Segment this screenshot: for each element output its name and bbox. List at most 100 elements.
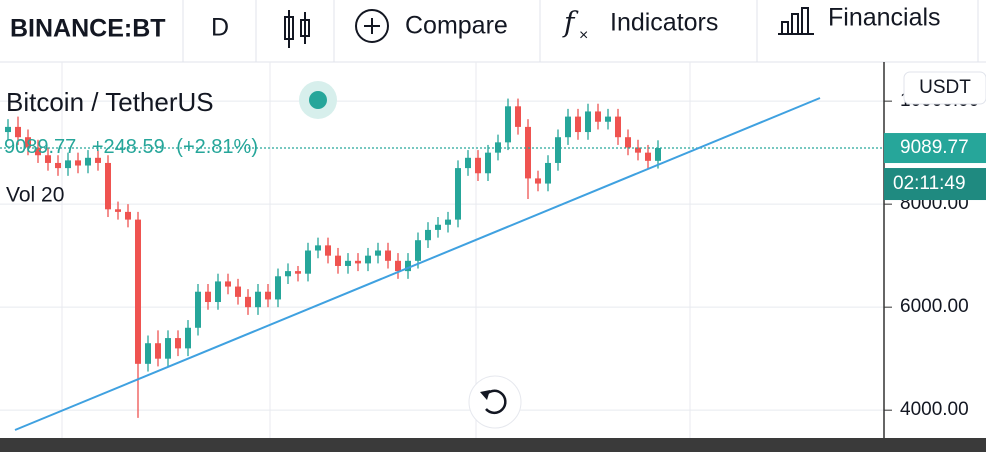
candle-body [45, 155, 51, 163]
candle-body [155, 343, 161, 359]
volume-legend: Vol 20 [6, 184, 64, 207]
candle-body [625, 137, 631, 148]
candle-body [235, 286, 241, 297]
plot [0, 98, 884, 418]
candle-body [325, 245, 331, 256]
candle-body [365, 255, 371, 264]
candle-body [185, 327, 191, 349]
financials-icon[interactable] [778, 7, 814, 35]
candle-body [375, 250, 381, 256]
candle-body [125, 211, 131, 220]
compare-icon[interactable] [355, 9, 389, 43]
candle-body [85, 157, 91, 166]
y-tick-label: 4000.00 [900, 399, 969, 420]
candle-body [25, 137, 31, 148]
candle-body [435, 224, 441, 230]
candle-body [575, 116, 581, 133]
candle-body [245, 296, 251, 308]
countdown-label: 02:11:49 [893, 173, 966, 194]
candle-body [595, 111, 601, 122]
candle-body [415, 240, 421, 261]
candle-body [565, 116, 571, 138]
candle-body [135, 219, 141, 364]
indicators-button[interactable]: Indicators [610, 9, 718, 37]
candle-body [445, 219, 451, 225]
candle-body [465, 157, 471, 169]
candle-body [5, 126, 11, 133]
chart-style-button[interactable] [284, 10, 310, 48]
candle-body [455, 168, 461, 220]
toolbar [0, 0, 986, 63]
candle-body [145, 343, 151, 364]
legend-change-percent: (+2.81%) [176, 136, 258, 158]
candle-body [555, 137, 561, 163]
candle-body [205, 291, 211, 303]
candle-body [75, 160, 81, 166]
legend-last: 9089.77 [4, 136, 76, 158]
last-price-label: 9089.77 [900, 137, 969, 158]
y-tick-label: 6000.00 [900, 296, 969, 317]
candle-body [655, 148, 661, 161]
reset-button[interactable] [468, 375, 522, 429]
indicators-icon-x[interactable]: × [579, 27, 588, 44]
candle-body [225, 281, 231, 287]
symbol-button[interactable]: BINANCE:BT [10, 15, 166, 43]
candle-body [395, 260, 401, 272]
candle-body [255, 291, 261, 308]
candle-body [265, 291, 271, 300]
candle-body [285, 271, 291, 277]
candle-body [95, 157, 101, 163]
candle-body [585, 111, 591, 133]
countdown-tag [884, 168, 986, 201]
grid [0, 62, 884, 438]
candle-body [545, 162, 551, 184]
candle-body [405, 260, 411, 272]
candle-body [195, 291, 201, 328]
candle-body [55, 162, 61, 169]
candle-body [425, 229, 431, 241]
legend-values: 9089.77 +248.59 (+2.81%) [4, 136, 258, 158]
candle-body [505, 106, 511, 143]
currency-label: USDT [919, 77, 971, 98]
last-price-tag [884, 133, 986, 164]
candle-body [345, 260, 351, 266]
candle-body [605, 116, 611, 122]
candle-body [35, 147, 41, 156]
candle-body [615, 116, 621, 138]
candle-body [305, 250, 311, 274]
trend-line[interactable] [14, 97, 821, 431]
candle-body [275, 276, 281, 300]
candle-body [515, 106, 521, 127]
candle-body [105, 162, 111, 210]
interval-button[interactable]: D [211, 14, 229, 42]
candle-body [165, 338, 171, 359]
candle-body [525, 126, 531, 179]
status-dot [309, 91, 327, 109]
candle-body [485, 152, 491, 174]
candle-body [475, 157, 481, 174]
reset-icon [483, 389, 507, 415]
price-tags: 9089.77 02:11:49 [884, 133, 986, 201]
financials-button[interactable]: Financials [828, 4, 941, 32]
candle-body [115, 209, 121, 212]
candle-body [315, 245, 321, 251]
candle-body [385, 250, 391, 261]
candle-body [635, 147, 641, 153]
legend-change: +248.59 [92, 136, 165, 158]
chart-title: Bitcoin / TetherUS [6, 87, 214, 117]
candle-body [535, 178, 541, 184]
candle-body [215, 281, 221, 303]
bottom-bar [0, 438, 986, 452]
candle-body [65, 160, 71, 169]
candle-body [175, 338, 181, 349]
candle-body [355, 260, 361, 264]
candle-body [15, 126, 21, 138]
candle-body [295, 271, 301, 274]
currency-badge[interactable] [903, 71, 986, 105]
compare-button[interactable]: Compare [405, 12, 508, 40]
reset-arrow [480, 390, 490, 400]
candle-body [335, 255, 341, 266]
candle-body [645, 152, 651, 161]
